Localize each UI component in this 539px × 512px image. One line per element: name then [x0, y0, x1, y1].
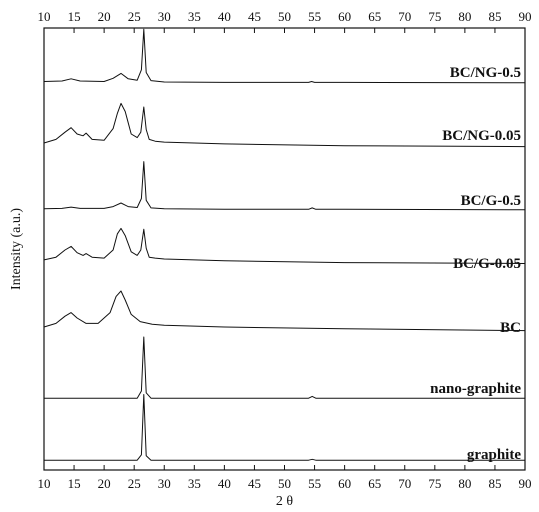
series-label: BC/NG-0.5	[450, 65, 521, 81]
series-label: BC/G-0.05	[453, 256, 521, 272]
x-tick-label-bottom: 10	[38, 476, 51, 491]
x-tick-label-bottom: 75	[428, 476, 441, 491]
x-tick-label-top: 60	[338, 9, 351, 24]
series-group	[43, 28, 526, 461]
series-line-bc-g-0-05	[43, 227, 526, 264]
series-line-nano-graphite	[44, 336, 525, 399]
x-tick-label-top: 50	[278, 9, 291, 24]
x-tick-label-bottom: 30	[158, 476, 171, 491]
x-tick-label-bottom: 20	[98, 476, 111, 491]
series-label-group: BC/NG-0.5 BC/NG-0.05 BC/G-0.5 BC/G-0.05 BC na…	[430, 65, 521, 463]
x-tick-label-top: 80	[458, 9, 471, 24]
y-axis-title: Intensity (a.u.)	[9, 208, 24, 290]
x-tick-label-top: 85	[488, 9, 501, 24]
x-tick-label-top: 10	[38, 9, 51, 24]
x-tick-label-top: 70	[398, 9, 411, 24]
series-line-graphite	[44, 394, 525, 461]
x-axis-title: 2 θ	[276, 494, 294, 509]
x-tick-label-bottom: 80	[458, 476, 471, 491]
x-tick-label-top: 90	[519, 9, 532, 24]
x-tick-label-top: 30	[158, 9, 171, 24]
x-tick-label-top: 15	[68, 9, 81, 24]
x-tick-label-bottom: 40	[218, 476, 231, 491]
x-tick-label-top: 45	[248, 9, 261, 24]
x-tick-label-bottom: 60	[338, 476, 351, 491]
series-label: BC/G-0.5	[461, 193, 521, 209]
x-tick-label-bottom: 85	[488, 476, 501, 491]
x-tick-label-top: 65	[368, 9, 381, 24]
series-label: BC	[500, 320, 521, 336]
x-tick-label-top: 55	[308, 9, 321, 24]
x-tick-label-bottom: 15	[68, 476, 81, 491]
x-tick-label-top: 35	[188, 9, 201, 24]
x-tick-label-bottom: 45	[248, 476, 261, 491]
x-tick-label-bottom: 70	[398, 476, 411, 491]
x-tick-label-top: 75	[428, 9, 441, 24]
x-tick-label-bottom: 50	[278, 476, 291, 491]
x-tick-label-bottom: 90	[519, 476, 532, 491]
x-tick-label-bottom: 35	[188, 476, 201, 491]
series-label: graphite	[467, 447, 522, 463]
plot-frame	[43, 27, 526, 471]
x-tick-label-top: 25	[128, 9, 141, 24]
x-tick-label-bottom: 55	[308, 476, 321, 491]
series-label: BC/NG-0.05	[442, 128, 521, 144]
series-line-bc-g-0-5	[43, 161, 526, 211]
series-line-bc-ng-0-05	[43, 102, 526, 148]
x-tick-label-bottom: 25	[128, 476, 141, 491]
x-tick-label-bottom: 65	[368, 476, 381, 491]
series-line-bc	[43, 290, 526, 332]
x-tick-label-top: 20	[98, 9, 111, 24]
tick-group: 10 10 15 15 20 20 25 25 30 30 35 35 40 40 45 45 50 50 55 55…	[38, 9, 532, 491]
series-line-bc-ng-0-5	[43, 28, 526, 84]
x-tick-label-top: 40	[218, 9, 231, 24]
series-label: nano-graphite	[430, 381, 521, 397]
